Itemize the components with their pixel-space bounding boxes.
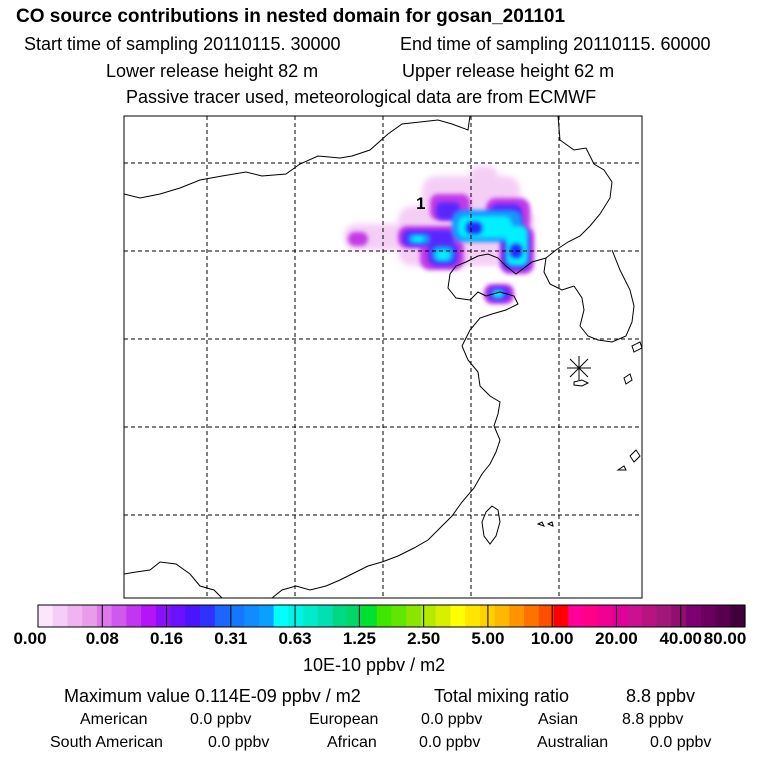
- colorbar-cell: [509, 605, 525, 627]
- colorbar-tick-label: 0.08: [85, 629, 119, 648]
- colorbar-cell: [170, 605, 186, 627]
- region-asian-label: Asian: [538, 711, 579, 728]
- colorbar-cell: [730, 605, 746, 627]
- colorbar-tick-label: 40.00: [659, 629, 702, 648]
- colorbar-cell: [465, 605, 481, 627]
- colorbar-cell: [347, 605, 363, 627]
- colorbar-tick-label: 0.00: [13, 629, 47, 648]
- colorbar-cell: [553, 605, 569, 627]
- colorbar-cell: [715, 605, 731, 627]
- colorbar-cell: [273, 605, 289, 627]
- colorbar-cell: [214, 605, 231, 627]
- colorbar-cell: [258, 605, 275, 627]
- colorbar-cell: [450, 605, 466, 627]
- colorbar-cell: [538, 605, 555, 627]
- figure-title: CO source contributions in nested domain…: [16, 6, 566, 27]
- colorbar-cell: [568, 605, 584, 627]
- colorbar-cell: [656, 605, 672, 627]
- colorbar-cell: [686, 605, 702, 627]
- colorbar-cell: [406, 605, 422, 627]
- colorbar-cell: [244, 605, 260, 627]
- colorbar-tick-label: 80.00: [703, 629, 747, 648]
- colorbar-tick-label: 20.00: [595, 629, 638, 648]
- region-american-label: American: [80, 711, 148, 728]
- colorbar-cell: [582, 605, 599, 627]
- upper-release-height: Upper release height 62 m: [402, 61, 615, 81]
- colorbar-cell: [185, 605, 201, 627]
- colorbar-cell: [362, 605, 378, 627]
- region-european-value: 0.0 ppbv: [421, 711, 483, 728]
- colorbar-cell: [420, 605, 437, 627]
- colorbar-cell: [671, 605, 687, 627]
- colorbar-cell: [229, 605, 245, 627]
- colorbar-cell: [700, 605, 717, 627]
- colorbar-cell: [200, 605, 216, 627]
- region-south-american-label: South American: [50, 734, 163, 751]
- tracer-note: Passive tracer used, meteorological data…: [126, 87, 597, 107]
- total-mixing-value: 8.8 ppbv: [626, 686, 696, 706]
- colorbar-cell: [155, 605, 172, 627]
- region-american-value: 0.0 ppbv: [190, 711, 252, 728]
- colorbar-tick-label: 0.31: [214, 629, 248, 648]
- colorbar-cell: [82, 605, 98, 627]
- lower-release-height: Lower release height 82 m: [106, 61, 319, 81]
- colorbar-cell: [126, 605, 142, 627]
- end-time: End time of sampling 20110115. 60000: [400, 34, 711, 54]
- colorbar-cell: [111, 605, 127, 627]
- receptor-asterisk-icon: [567, 356, 591, 380]
- colorbar: [37, 604, 746, 628]
- map-panel: 1: [123, 115, 643, 599]
- colorbar-tick-label: 0.63: [278, 629, 312, 648]
- colorbar-tick-label: 5.00: [471, 629, 505, 648]
- colorbar-cell: [67, 605, 83, 627]
- total-mixing-label: Total mixing ratio: [434, 686, 570, 706]
- region-south-american-value: 0.0 ppbv: [208, 734, 270, 751]
- colorbar-cell: [641, 605, 658, 627]
- lat-lon-grid: [124, 116, 642, 598]
- colorbar-cell: [141, 605, 157, 627]
- colorbar-cell: [332, 605, 348, 627]
- colorbar-cell: [96, 605, 113, 627]
- colorbar-cell: [494, 605, 510, 627]
- coastlines: [124, 116, 642, 598]
- region-african-value: 0.0 ppbv: [419, 734, 481, 751]
- colorbar-cell: [612, 605, 628, 627]
- max-value: Maximum value 0.114E-09 ppbv / m2: [64, 686, 361, 706]
- colorbar-cell: [288, 605, 304, 627]
- colorbar-unit: 10E-10 ppbv / m2: [303, 655, 446, 675]
- colorbar-tick-label: 0.16: [149, 629, 184, 648]
- map-frame: [123, 115, 643, 599]
- region-australian-value: 0.0 ppbv: [650, 734, 712, 751]
- source-label: 1: [416, 194, 425, 213]
- colorbar-cell: [597, 605, 614, 627]
- colorbar-tick-label: 2.50: [407, 629, 441, 648]
- colorbar-cell: [627, 605, 643, 627]
- colorbar-cell: [524, 605, 540, 627]
- region-african-label: African: [327, 734, 377, 751]
- colorbar-cell: [38, 605, 54, 627]
- start-time: Start time of sampling 20110115. 30000: [24, 34, 341, 54]
- colorbar-tick-label: 1.25: [342, 629, 376, 648]
- colorbar-tick-label: 10.00: [530, 629, 574, 648]
- colorbar-cell: [376, 605, 393, 627]
- colorbar-cell: [317, 605, 334, 627]
- region-european-label: European: [309, 711, 379, 728]
- region-asian-value: 8.8 ppbv: [622, 711, 684, 728]
- colorbar-cell: [52, 605, 69, 627]
- colorbar-cell: [303, 605, 319, 627]
- region-australian-label: Australian: [537, 734, 609, 751]
- colorbar-cell: [391, 605, 407, 627]
- colorbar-cell: [435, 605, 452, 627]
